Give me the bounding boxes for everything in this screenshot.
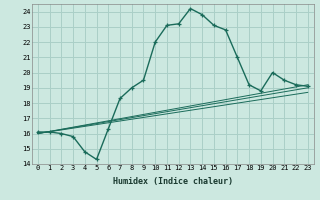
X-axis label: Humidex (Indice chaleur): Humidex (Indice chaleur) [113, 177, 233, 186]
